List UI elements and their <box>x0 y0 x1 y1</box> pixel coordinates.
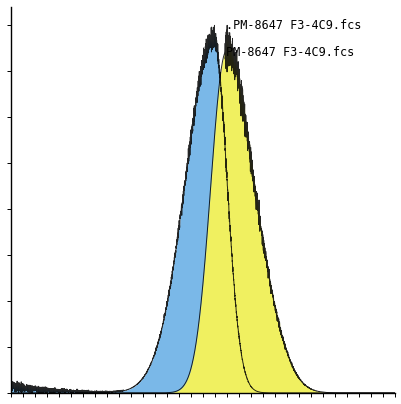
Text: .PM-8647 F3-4C9.fcs: .PM-8647 F3-4C9.fcs <box>225 19 360 32</box>
Text: PM-8647 F3-4C9.fcs: PM-8647 F3-4C9.fcs <box>225 46 354 59</box>
